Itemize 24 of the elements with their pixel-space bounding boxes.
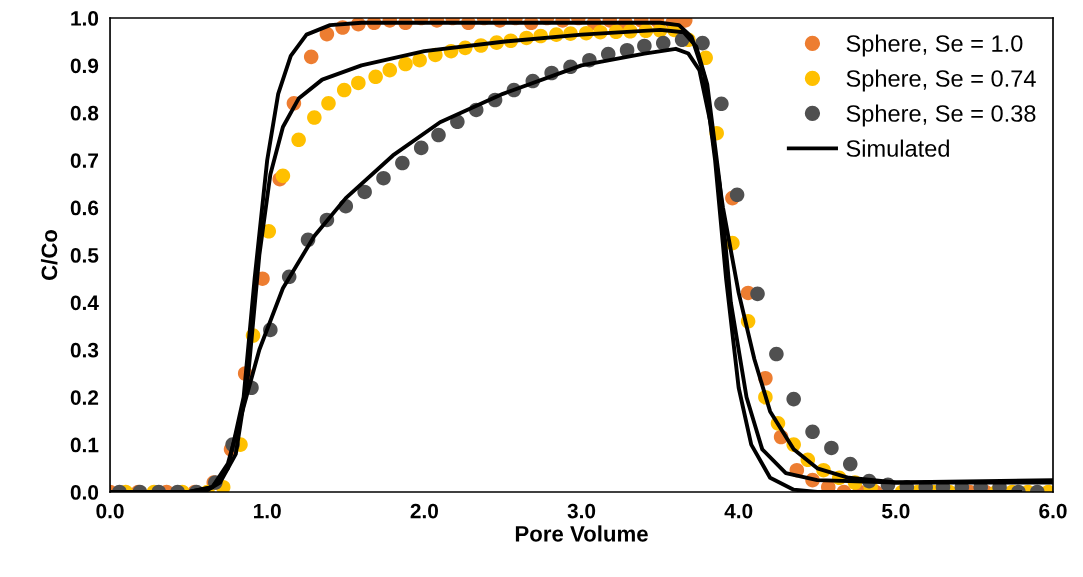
y-tick-label: 0.4 <box>70 295 99 311</box>
y-tick-label: 0.1 <box>70 437 99 453</box>
y-tick-label: 1.0 <box>71 11 99 26</box>
x-tick-label: 1.0 <box>254 503 281 519</box>
x-tick-label: 5.0 <box>882 503 910 519</box>
y-tick-label: 0.6 <box>70 200 99 216</box>
y-tick-label: 0.8 <box>70 105 99 121</box>
x-tick-label: 2.0 <box>410 503 438 519</box>
x-tick-label: 0.0 <box>96 503 124 519</box>
y-tick-label: 0.7 <box>70 153 99 168</box>
y-tick-label: 0.0 <box>70 485 99 500</box>
legend-label: Simulated <box>846 139 949 157</box>
y-tick-label: 0.5 <box>70 248 99 263</box>
y-tick-label: 0.3 <box>70 342 99 358</box>
x-tick-label: 6.0 <box>1039 503 1067 519</box>
legend-label: Sphere, Se = 1.0 <box>846 34 1023 57</box>
x-axis-title: Pore Volume <box>515 525 648 542</box>
y-tick-label: 0.2 <box>70 390 99 405</box>
x-tick-label: 4.0 <box>724 503 753 519</box>
legend-label: Sphere, Se = 0.74 <box>846 69 1036 92</box>
y-axis-title: C/Co <box>40 229 58 281</box>
legend-label: Sphere, Se = 0.38 <box>846 104 1036 127</box>
x-tick-label: 3.0 <box>567 503 596 519</box>
y-tick-label: 0.9 <box>70 58 99 74</box>
